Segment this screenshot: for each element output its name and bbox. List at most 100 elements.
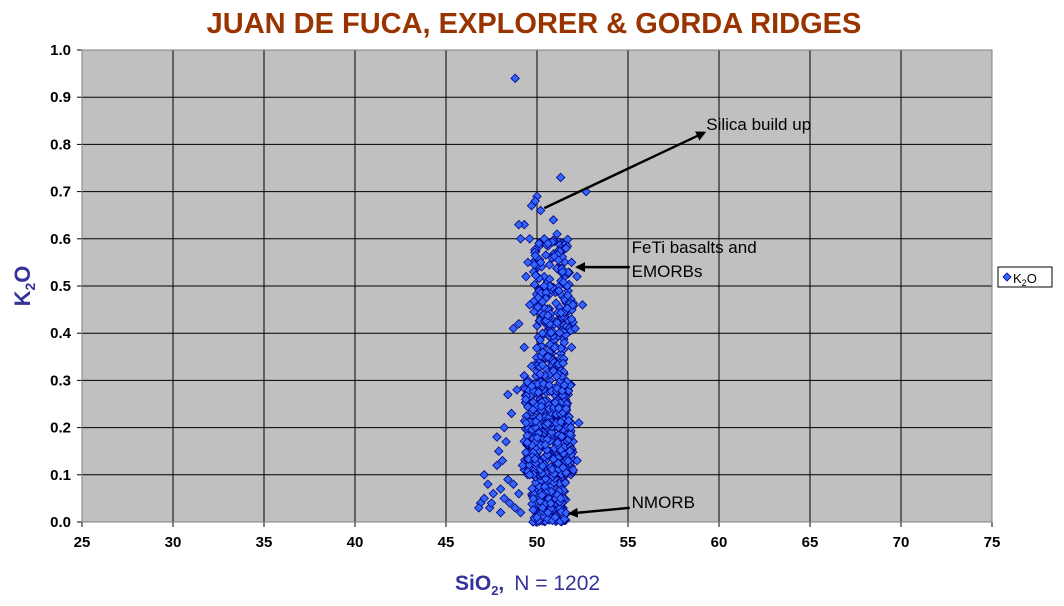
data-point: [558, 277, 569, 287]
y-tick-label: 0.4: [50, 325, 72, 342]
annotation-label: NMORB: [632, 493, 695, 512]
data-point: [544, 380, 554, 391]
data-point: [545, 498, 556, 509]
data-point: [508, 323, 519, 334]
data-point: [570, 323, 580, 334]
data-point: [533, 387, 544, 398]
data-point: [566, 257, 577, 268]
data-point: [499, 422, 510, 433]
data-point: [548, 215, 559, 225]
annotation-label: Silica build up: [706, 115, 811, 134]
data-point: [543, 507, 553, 518]
data-point: [532, 432, 543, 443]
data-point: [550, 512, 560, 523]
y-tick-label: 1.0: [50, 42, 71, 59]
data-point: [559, 514, 570, 524]
legend: K2O: [997, 266, 1053, 288]
data-point: [529, 279, 540, 290]
x-tick-label: 70: [893, 534, 910, 551]
data-point: [520, 394, 531, 405]
data-point: [537, 296, 548, 307]
data-point: [563, 456, 573, 466]
data-point: [543, 310, 553, 321]
data-point: [554, 285, 564, 296]
data-point: [539, 281, 550, 291]
data-point: [514, 318, 524, 329]
x-tick-label: 30: [165, 534, 182, 551]
data-point: [526, 361, 537, 372]
y-axis-label: K2O: [10, 266, 38, 307]
annotation-label: EMORBs: [632, 262, 703, 281]
data-point: [572, 271, 582, 282]
data-point: [473, 503, 484, 513]
data-point: [553, 458, 563, 469]
data-point: [552, 437, 563, 448]
data-point: [537, 461, 548, 471]
data-point: [565, 429, 575, 439]
x-tick-label: 60: [711, 534, 728, 551]
data-point: [530, 250, 541, 261]
data-point: [535, 369, 545, 379]
data-point: [531, 343, 542, 353]
data-point: [515, 507, 526, 518]
data-point: [547, 464, 558, 475]
data-point: [564, 446, 575, 456]
data-point: [540, 439, 551, 450]
annotation-arrow: [543, 131, 707, 210]
legend-entry: K2O: [1013, 271, 1037, 288]
data-point: [535, 205, 546, 216]
data-point: [515, 234, 526, 244]
data-point: [528, 493, 539, 504]
y-tick-label: 0.8: [50, 136, 71, 153]
data-point: [537, 490, 547, 501]
x-tick-label: 45: [438, 534, 455, 551]
data-point: [563, 290, 573, 301]
data-point: [552, 317, 562, 328]
data-point: [556, 431, 567, 442]
legend-box: [997, 266, 1053, 288]
y-tick-label: 0.2: [50, 420, 71, 437]
data-point: [503, 389, 513, 400]
data-point: [549, 342, 560, 353]
data-point: [519, 370, 530, 381]
y-tick-label: 0.3: [50, 372, 71, 389]
data-point: [559, 337, 570, 348]
data-point: [552, 229, 562, 239]
data-point: [534, 238, 544, 249]
data-point: [510, 73, 520, 84]
y-tick-label: 0.5: [50, 278, 71, 295]
data-point: [536, 401, 547, 412]
y-tick-label: 0.6: [50, 231, 71, 248]
data-point: [524, 234, 535, 244]
data-point: [524, 300, 535, 310]
data-point: [555, 417, 566, 427]
data-point: [492, 432, 502, 442]
data-point: [495, 484, 506, 494]
data-point: [510, 503, 520, 513]
annotations: Silica build up FeTi basalts and EMORBs NMO…: [543, 115, 811, 518]
data-point: [555, 493, 566, 504]
data-point: [542, 418, 553, 429]
data-point: [558, 462, 568, 473]
data-point: [530, 454, 540, 464]
data-point: [535, 335, 545, 345]
y-tick-label: 0.0: [50, 514, 71, 531]
x-tick-label: 25: [74, 534, 91, 551]
data-point: [492, 460, 502, 471]
data-point: [558, 358, 568, 369]
data-point: [557, 386, 567, 396]
data-point: [543, 238, 553, 249]
data-point: [508, 479, 519, 490]
legend-marker: [1002, 272, 1012, 282]
data-point: [577, 300, 588, 310]
y-tick-label: 0.1: [50, 467, 71, 484]
data-point: [544, 260, 555, 270]
data-point: [528, 404, 538, 415]
data-point: [528, 505, 538, 515]
data-point: [501, 436, 511, 447]
data-point: [519, 342, 530, 353]
data-point: [494, 446, 504, 456]
data-point: [535, 257, 546, 268]
